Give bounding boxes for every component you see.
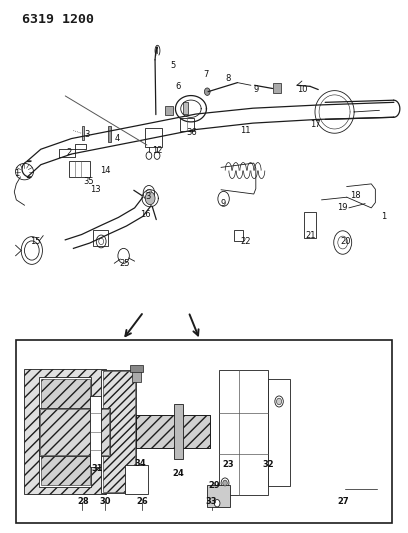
Text: 29: 29	[209, 481, 220, 490]
Text: 16: 16	[140, 210, 151, 219]
Text: 1: 1	[15, 169, 20, 178]
Text: 27: 27	[338, 497, 349, 506]
Text: 19: 19	[337, 204, 347, 212]
Circle shape	[277, 398, 282, 405]
Bar	[16, 340, 392, 523]
Bar	[101, 370, 136, 493]
Bar	[41, 378, 89, 485]
Circle shape	[214, 499, 220, 507]
Bar	[103, 371, 135, 492]
Text: 12: 12	[152, 146, 162, 155]
Text: 2: 2	[66, 148, 71, 157]
Text: 21: 21	[306, 231, 316, 240]
Text: 9: 9	[253, 85, 258, 94]
Bar	[93, 230, 108, 246]
Text: 14: 14	[100, 166, 110, 175]
Bar	[165, 106, 173, 115]
Bar	[183, 102, 188, 114]
Bar	[40, 409, 109, 455]
Bar	[39, 408, 110, 456]
Text: 6319 1200: 6319 1200	[22, 13, 94, 26]
Text: 1: 1	[381, 212, 386, 221]
Text: 15: 15	[30, 238, 41, 246]
Text: 6: 6	[175, 82, 181, 91]
Text: 28: 28	[78, 497, 89, 506]
Text: 33: 33	[205, 497, 217, 506]
Text: 8: 8	[225, 75, 231, 83]
Text: 34: 34	[134, 459, 146, 468]
Text: 13: 13	[90, 185, 101, 194]
Text: 30: 30	[100, 497, 111, 506]
Text: 4: 4	[115, 134, 120, 143]
Text: 11: 11	[240, 126, 251, 134]
Bar	[174, 404, 183, 459]
Bar	[273, 83, 281, 93]
Text: 35: 35	[83, 177, 93, 185]
Text: 10: 10	[297, 85, 308, 94]
Text: 3: 3	[145, 192, 151, 200]
Bar	[132, 371, 141, 382]
Text: 32: 32	[262, 460, 274, 469]
Text: 7: 7	[203, 70, 209, 79]
Circle shape	[275, 396, 283, 407]
Circle shape	[204, 88, 210, 95]
Bar	[108, 126, 111, 142]
Text: 18: 18	[350, 191, 361, 200]
Bar	[136, 415, 210, 448]
Circle shape	[145, 192, 155, 205]
Text: 25: 25	[119, 260, 130, 268]
Circle shape	[221, 478, 229, 488]
Bar	[39, 377, 91, 487]
Bar	[268, 379, 290, 486]
Text: 5: 5	[170, 61, 175, 69]
Bar	[304, 212, 316, 238]
Bar	[125, 465, 148, 494]
Bar	[82, 126, 84, 140]
Bar	[180, 118, 194, 131]
Circle shape	[223, 480, 227, 486]
Bar	[24, 369, 106, 494]
Bar	[90, 396, 101, 467]
Bar	[130, 365, 143, 372]
Text: 22: 22	[240, 238, 251, 246]
Text: 26: 26	[136, 497, 148, 506]
Text: 31: 31	[91, 464, 103, 473]
Text: 24: 24	[173, 469, 184, 478]
Text: 23: 23	[222, 460, 234, 469]
Text: 20: 20	[340, 237, 351, 246]
Bar	[136, 415, 210, 448]
Bar	[234, 230, 243, 241]
Bar	[145, 128, 162, 147]
Bar	[69, 161, 90, 177]
Text: 9: 9	[220, 199, 225, 208]
Bar	[207, 485, 230, 507]
Bar	[219, 370, 268, 495]
Text: 3: 3	[84, 130, 90, 139]
Text: 36: 36	[187, 128, 197, 136]
Text: 17: 17	[310, 120, 321, 128]
